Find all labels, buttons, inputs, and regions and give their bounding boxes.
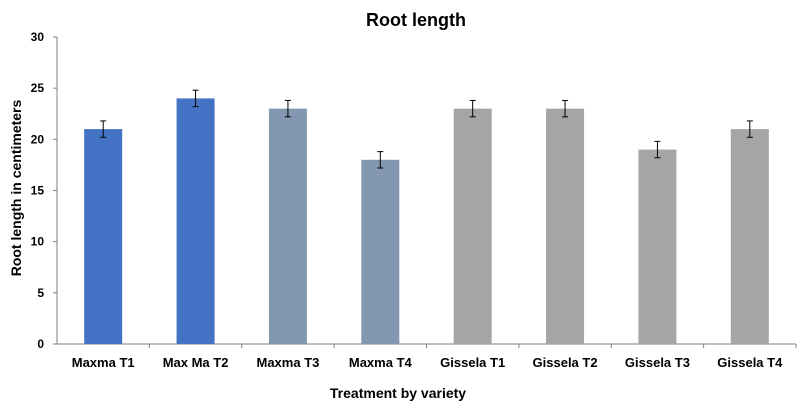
bar: [361, 159, 400, 344]
x-tick-label: Gissela T1: [440, 355, 505, 370]
bar: [268, 108, 307, 344]
bar: [546, 108, 585, 344]
x-axis-label: Treatment by variety: [330, 385, 466, 401]
y-tick-label: 30: [31, 30, 45, 44]
bar: [176, 98, 215, 345]
x-tick-label: Maxma T4: [349, 355, 413, 370]
x-tick-label: Maxma T3: [257, 355, 320, 370]
y-tick-label: 10: [31, 235, 45, 249]
bar: [84, 129, 123, 344]
x-tick-label: Gissela T3: [625, 355, 690, 370]
x-tick-label: Gissela T2: [533, 355, 598, 370]
y-tick-label: 5: [37, 286, 44, 300]
x-tick-label: Maxma T1: [72, 355, 135, 370]
y-axis-label: Root length in centimeters: [8, 100, 24, 277]
bar: [453, 108, 492, 344]
bar: [730, 129, 769, 344]
chart-title: Root length: [366, 10, 466, 30]
y-tick-label: 25: [31, 81, 45, 95]
y-tick-label: 20: [31, 132, 45, 146]
y-tick-label: 0: [37, 337, 44, 351]
plot-area: 0 5 10 15 20 25 30 Maxma T1 Max Ma T2 Maxma T3 Max…: [31, 30, 797, 370]
x-tick-label: Max Ma T2: [163, 355, 229, 370]
y-tick-label: 15: [31, 184, 45, 198]
bar: [638, 149, 677, 344]
x-tick-label: Gissela T4: [717, 355, 783, 370]
